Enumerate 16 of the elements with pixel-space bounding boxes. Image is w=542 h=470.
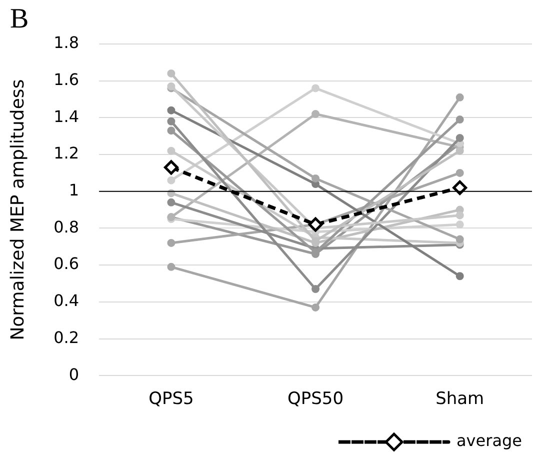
y-tick-label: 1.8	[54, 33, 80, 52]
y-tick-label: 1.4	[54, 106, 80, 126]
y-tick-label: 0.6	[54, 254, 80, 274]
chart-title: B	[10, 3, 29, 34]
y-tick-label: 1	[68, 180, 80, 200]
y-tick-label: 0	[68, 364, 80, 384]
y-axis-title: Normalized MEP amplitudess	[7, 79, 28, 340]
y-tick-label: 0.4	[54, 291, 80, 310]
y-tick-label: 1.2	[54, 144, 80, 163]
x-tick-label: Sham	[436, 389, 484, 410]
x-tick-label: QPS50	[287, 389, 344, 410]
y-tick-label: 0.8	[54, 217, 80, 236]
x-tick-label: QPS5	[148, 389, 194, 410]
y-tick-label: 1.6	[54, 70, 80, 89]
y-tick-label: 0.2	[54, 328, 80, 347]
text: average	[456, 431, 522, 450]
